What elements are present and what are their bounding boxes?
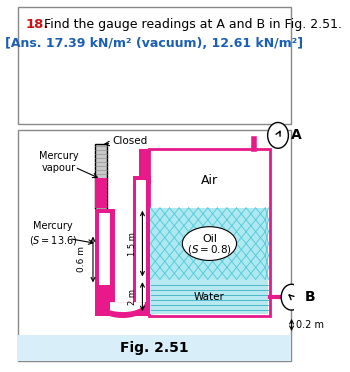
Text: 0.2 m: 0.2 m [295, 320, 323, 330]
Text: 18.: 18. [26, 18, 49, 31]
Bar [94, 209, 114, 316]
Bar [150, 208, 268, 279]
Text: Water: Water [194, 292, 225, 302]
Bar [150, 279, 268, 314]
Text: Fig. 2.51: Fig. 2.51 [120, 341, 189, 355]
Bar [96, 178, 106, 208]
Bar [99, 260, 110, 310]
Text: Mercury
vapour: Mercury vapour [39, 151, 78, 173]
Ellipse shape [182, 227, 237, 260]
Text: 0.6 m: 0.6 m [77, 246, 86, 272]
Text: $(S = 0.8)$: $(S = 0.8)$ [187, 243, 232, 256]
Text: B: B [304, 290, 315, 304]
Bar [133, 176, 151, 184]
Text: A: A [291, 128, 301, 142]
Bar [136, 180, 146, 302]
Circle shape [281, 284, 302, 310]
Bar [133, 180, 149, 316]
Bar [149, 149, 270, 316]
Bar [18, 335, 291, 361]
Text: Closed: Closed [112, 136, 147, 146]
Bar [99, 209, 110, 302]
Text: Mercury
$(S = 13.6)$: Mercury $(S = 13.6)$ [29, 221, 77, 247]
Text: [Ans. 17.39 kN/m² (vacuum), 12.61 kN/m²]: [Ans. 17.39 kN/m² (vacuum), 12.61 kN/m²] [5, 37, 303, 50]
Bar [139, 149, 150, 184]
Text: Find the gauge readings at A and B in Fig. 2.51.: Find the gauge readings at A and B in Fi… [43, 18, 342, 31]
Text: Air: Air [201, 174, 218, 186]
Polygon shape [99, 302, 146, 312]
Text: Oil: Oil [202, 234, 217, 244]
Bar [18, 131, 291, 361]
Bar [94, 144, 107, 209]
Polygon shape [94, 302, 150, 318]
Bar [18, 7, 291, 125]
Circle shape [268, 122, 288, 148]
Bar [99, 260, 110, 285]
Bar [94, 209, 114, 213]
Text: 2 m: 2 m [128, 289, 137, 305]
Text: 1.5 m: 1.5 m [128, 232, 137, 256]
